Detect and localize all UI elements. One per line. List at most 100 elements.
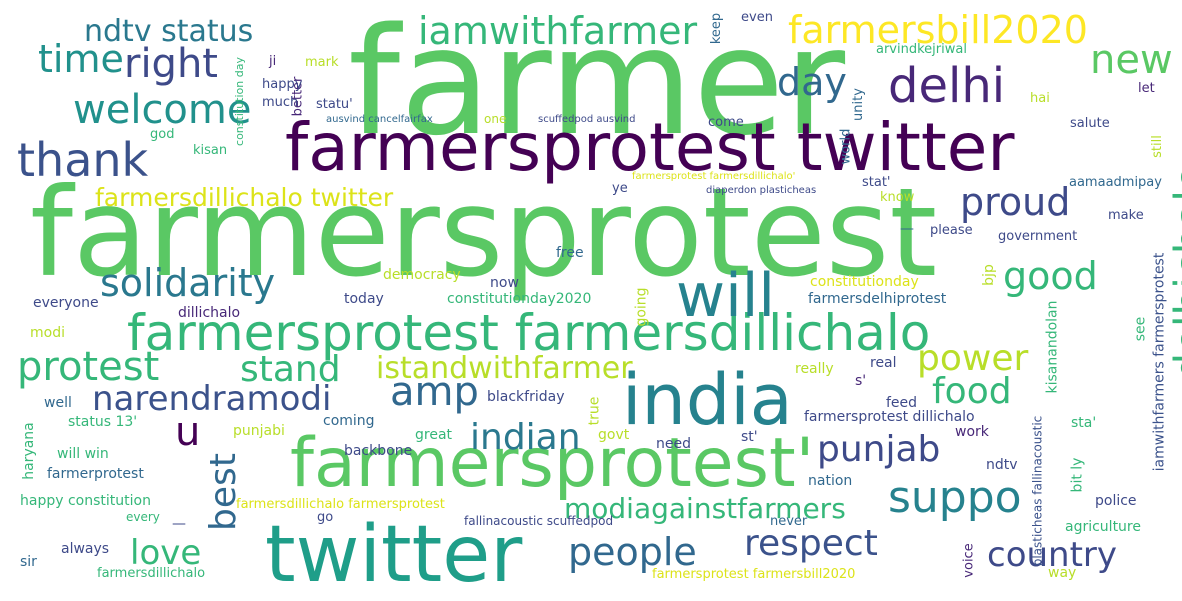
word: go (317, 510, 334, 525)
word: happy (262, 77, 303, 92)
word: sir (20, 554, 37, 570)
word: govt (598, 427, 630, 443)
word: bit ly (1069, 457, 1086, 493)
word: farmersprotest dillichalo (804, 409, 975, 425)
word: new (1090, 37, 1173, 83)
word: good (1003, 254, 1098, 298)
word: everyone (33, 295, 99, 311)
word: ji (269, 54, 277, 69)
word: farmer (348, 0, 846, 168)
word: constitutionday (810, 274, 919, 290)
word: will (676, 261, 776, 331)
word: true (586, 396, 603, 426)
word: proud (960, 180, 1071, 224)
word: world (838, 128, 854, 165)
word: need (656, 436, 691, 452)
word: farmersdillichalo farmersprotest (236, 497, 445, 512)
word: thank (17, 133, 149, 187)
word: every (126, 510, 160, 524)
word: much (262, 95, 299, 110)
word: blackfriday (487, 389, 565, 405)
word: great (415, 427, 453, 443)
word: god (150, 127, 175, 142)
word: plasticheas fallinacoustic (1030, 415, 1045, 567)
word: farmersdillichalo twitter (95, 183, 394, 212)
word: bjp (980, 264, 997, 286)
word: farmersprotest farmersdillichalo (127, 304, 931, 362)
word: punjabi (233, 423, 285, 439)
word: still (1149, 135, 1165, 158)
word: ye (612, 181, 628, 196)
word: really (795, 361, 834, 377)
word: farmersprotest farmersdillichalo' (632, 171, 796, 182)
word: let (1138, 81, 1155, 96)
word: modiagainstfarmers (564, 492, 846, 525)
word: farmersdelhiprotest (808, 291, 947, 307)
word: iamwithfarmers farmersprotest (1151, 252, 1168, 472)
word: indian (470, 417, 581, 458)
word: always (61, 541, 110, 557)
word: — (900, 221, 914, 237)
word: delhi (888, 58, 1006, 114)
word: s' (855, 373, 867, 389)
word: come (708, 115, 744, 130)
word: police (1095, 493, 1137, 509)
word: modi (30, 325, 65, 341)
word: people (568, 530, 697, 574)
word: make (1108, 208, 1144, 223)
word: know (880, 190, 915, 205)
word: country (987, 535, 1118, 575)
word: farmersbill2020 (788, 8, 1088, 52)
word: food (932, 371, 1012, 412)
word: even (741, 10, 773, 25)
word: farmersdillichalo (97, 566, 206, 581)
word: india (622, 359, 793, 441)
word: dillichalo (178, 305, 241, 321)
word: constitution day (232, 57, 246, 146)
word: — (172, 516, 186, 532)
word: kisan (193, 143, 228, 158)
word: backbone (344, 443, 413, 459)
word: scuffedpod ausvind (538, 114, 636, 125)
word: farmersprotest twitter (285, 109, 1015, 186)
word: voice (961, 543, 977, 578)
word: u (175, 409, 201, 455)
word: democracy (383, 267, 461, 283)
word: stat' (862, 175, 891, 190)
word: real (870, 355, 897, 371)
word: status 13' (68, 414, 138, 430)
word: now (490, 275, 519, 291)
word: diaperdon plasticheas (706, 185, 817, 196)
word: st' (741, 429, 758, 445)
word: ndtv (986, 457, 1018, 473)
word: time (38, 37, 124, 81)
word: see (1132, 316, 1149, 342)
word: feed (886, 395, 918, 411)
word: work (955, 424, 989, 440)
word: ausvind cancelfairfax (326, 114, 433, 125)
word: today (344, 291, 384, 307)
word: keep (709, 12, 725, 45)
word: kisanandolan (1044, 300, 1061, 394)
word: unity (850, 88, 866, 121)
word: twitter (265, 510, 523, 600)
word: coming (323, 413, 375, 429)
word: stand (240, 349, 341, 390)
word: amp (390, 369, 479, 415)
word: welcome (73, 87, 252, 133)
word: respect (744, 523, 878, 564)
word: statu' (316, 97, 353, 112)
word: protest (17, 344, 160, 390)
word: well (44, 395, 72, 411)
word: will win (57, 446, 109, 462)
word: constitutionday2020 (447, 291, 592, 307)
word: one (484, 112, 507, 126)
word: istandwithfarmer (376, 351, 633, 386)
word: sta' (1071, 415, 1097, 431)
word: ndtv status (84, 14, 254, 49)
word: right (124, 41, 218, 87)
word: government (998, 229, 1078, 244)
word: solidarity (100, 261, 276, 305)
word: mark (305, 55, 339, 70)
